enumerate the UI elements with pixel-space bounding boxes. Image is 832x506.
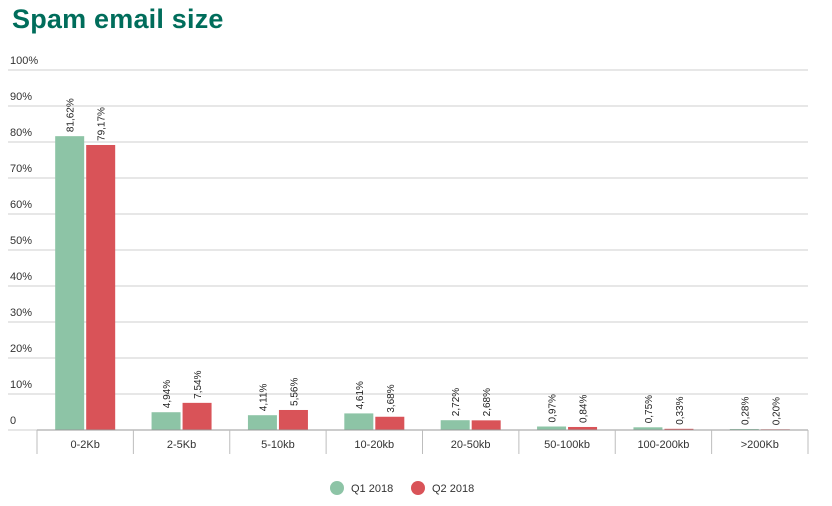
bar-q2: [182, 402, 212, 430]
legend-label: Q1 2018: [351, 483, 393, 495]
bar-q2: [278, 409, 308, 430]
data-label: 0,33%: [675, 396, 686, 424]
bar-q2: [664, 428, 694, 430]
data-label: 5,56%: [289, 378, 300, 406]
bar-q1: [633, 427, 663, 430]
y-tick-label: 20%: [10, 343, 32, 355]
bar-q2: [375, 416, 405, 430]
data-label: 81,62%: [66, 98, 77, 132]
bar-q1: [344, 413, 374, 430]
y-tick-label: 50%: [10, 235, 32, 247]
y-tick-label: 0: [10, 415, 16, 427]
data-label: 4,94%: [162, 380, 173, 408]
x-tick-label: 0-2Kb: [71, 439, 100, 451]
data-label: 0,75%: [644, 395, 655, 423]
bar-q1: [729, 428, 759, 430]
data-labels: 81,62% 79,17% 4,94% 7,54% 4,11% 5,56% 4,61% 3,6…: [66, 98, 783, 425]
y-tick-label: 80%: [10, 127, 32, 139]
y-tick-label: 70%: [10, 163, 32, 175]
data-label: 0,28%: [740, 397, 751, 425]
data-label: 0,20%: [771, 397, 782, 425]
y-tick-label: 100%: [10, 55, 38, 67]
legend-label: Q2 2018: [432, 483, 474, 495]
x-tick-label: 2-5Kb: [167, 439, 196, 451]
legend-swatch: [330, 481, 344, 495]
x-tick-label: 5-10kb: [261, 439, 295, 451]
x-tick-label: >200Kb: [741, 439, 779, 451]
grid-lines: 0 10% 20% 30% 40% 50% 60% 70% 80% 90% 100%: [8, 55, 808, 431]
y-tick-label: 90%: [10, 91, 32, 103]
bar-q2: [471, 420, 501, 430]
bar-q2: [86, 144, 116, 430]
x-tick-label: 20-50kb: [451, 439, 491, 451]
y-tick-label: 10%: [10, 379, 32, 391]
data-label: 2,72%: [451, 388, 462, 416]
legend: Q1 2018 Q2 2018: [330, 481, 474, 495]
bar-q1: [55, 136, 85, 430]
bar-q1: [537, 426, 567, 430]
y-tick-label: 30%: [10, 307, 32, 319]
bar-q1: [247, 415, 277, 430]
y-tick-label: 40%: [10, 271, 32, 283]
bar-q1: [151, 412, 181, 430]
data-label: 7,54%: [193, 370, 204, 398]
chart-title: Spam email size: [12, 4, 224, 34]
data-label: 4,61%: [355, 381, 366, 409]
data-label: 79,17%: [97, 107, 108, 141]
data-label: 0,84%: [579, 395, 590, 423]
x-tick-label: 10-20kb: [354, 439, 394, 451]
bars: [55, 136, 790, 430]
bar-q1: [440, 420, 470, 430]
bar-q2: [568, 426, 598, 430]
data-label: 4,11%: [258, 383, 269, 411]
y-tick-label: 60%: [10, 199, 32, 211]
x-tick-label: 100-200kb: [637, 439, 689, 451]
data-label: 3,68%: [386, 384, 397, 412]
legend-swatch: [411, 481, 425, 495]
x-axis: 0-2Kb 2-5Kb 5-10kb 10-20kb 20-50kb 50-100kb 10…: [36, 429, 809, 454]
data-label: 0,97%: [548, 394, 559, 422]
data-label: 2,68%: [482, 388, 493, 416]
x-tick-label: 50-100kb: [544, 439, 590, 451]
